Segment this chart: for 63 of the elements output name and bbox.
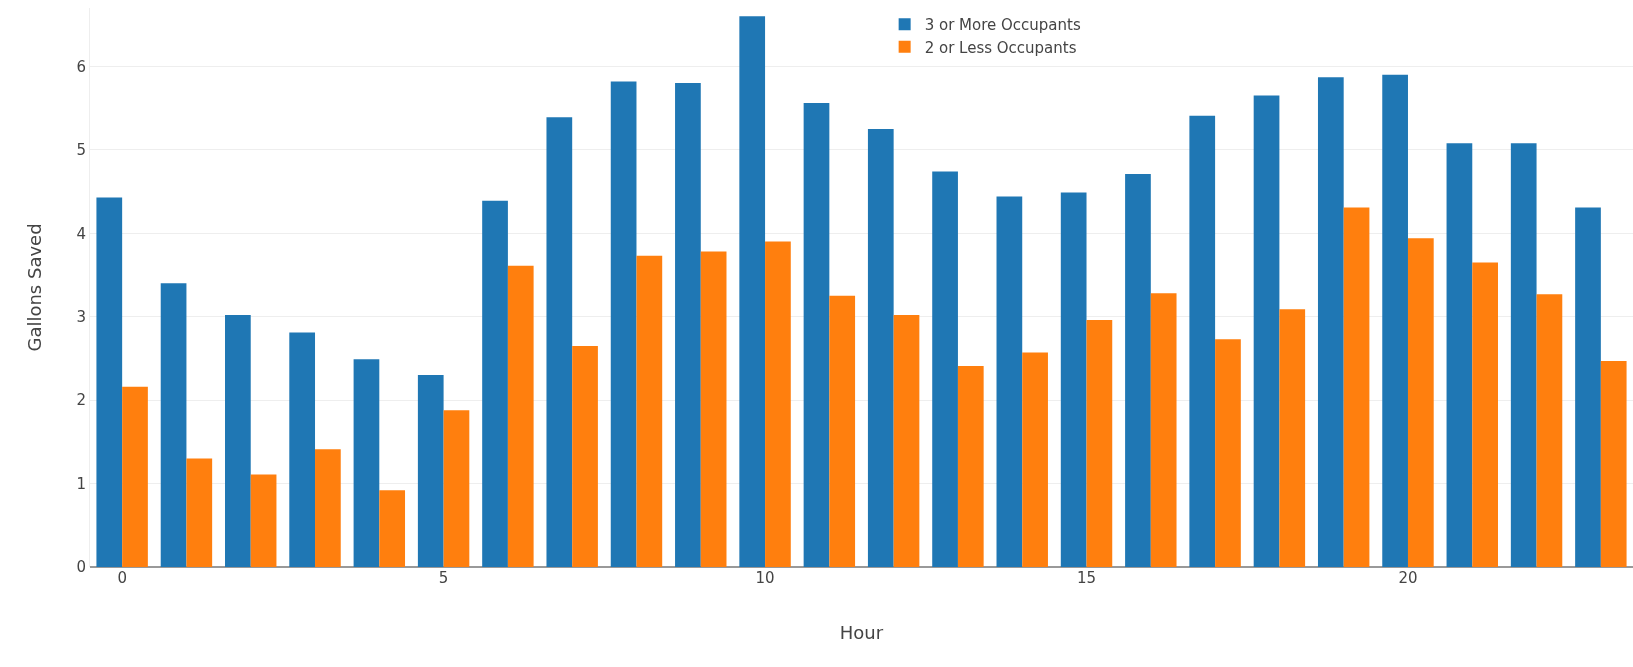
- bar: [1022, 352, 1048, 567]
- bar: [1060, 192, 1087, 567]
- y-tick-label: 3: [76, 307, 86, 326]
- bar: [1600, 360, 1627, 567]
- bar: [1382, 74, 1408, 567]
- bar: [1150, 293, 1177, 567]
- bar: [803, 103, 830, 567]
- bar: [1407, 238, 1434, 567]
- bar: [700, 251, 727, 567]
- bar: [122, 386, 148, 567]
- bar: [1189, 115, 1216, 567]
- x-axis-title: Hour: [839, 622, 884, 644]
- bar: [250, 474, 277, 567]
- bar: [225, 315, 251, 567]
- bar: [289, 332, 316, 567]
- y-axis-title: Gallons Saved: [23, 223, 45, 352]
- bar: [96, 197, 123, 567]
- bar: [739, 16, 766, 567]
- y-tick-label: 1: [76, 474, 86, 493]
- bar: [1125, 174, 1151, 567]
- bar: [443, 410, 470, 567]
- bar: [1536, 294, 1563, 567]
- bar: [186, 458, 213, 567]
- legend-label: 3 or More Occupants: [924, 16, 1081, 35]
- bar: [867, 128, 894, 567]
- bar: [315, 449, 341, 567]
- bar: [482, 200, 508, 567]
- bar: [160, 283, 187, 567]
- bar: [417, 375, 444, 567]
- bar: [1472, 262, 1498, 567]
- bar: [572, 345, 598, 567]
- bar: [1575, 207, 1601, 567]
- bar: [353, 359, 380, 567]
- bar: [379, 490, 406, 567]
- bar: [610, 81, 637, 567]
- y-tick-label: 6: [76, 57, 86, 76]
- bar: [765, 241, 791, 567]
- bar: [1253, 95, 1280, 567]
- x-tick-label: 10: [755, 569, 775, 587]
- bar: [675, 83, 701, 567]
- bar: [893, 315, 920, 567]
- bar: [507, 265, 534, 567]
- y-tick-label: 5: [76, 141, 86, 160]
- bar: [1317, 77, 1344, 567]
- bar: [829, 295, 856, 567]
- bar: [1279, 309, 1306, 567]
- y-tick-label: 2: [76, 391, 86, 410]
- bar: [1086, 320, 1113, 567]
- x-tick-label: 5: [438, 569, 449, 587]
- bar: [1446, 143, 1473, 567]
- x-tick-label: 0: [117, 569, 127, 587]
- bar: [957, 365, 984, 567]
- bar: [1510, 143, 1537, 567]
- bar: [546, 117, 573, 567]
- bar: [932, 171, 958, 567]
- x-tick-label: 15: [1076, 569, 1097, 587]
- legend-label: 2 or Less Occupants: [924, 38, 1077, 57]
- bar: [1343, 207, 1370, 567]
- bar: [1215, 339, 1241, 567]
- y-tick-label: 4: [76, 224, 86, 243]
- x-tick-label: 20: [1398, 569, 1418, 587]
- bar: [996, 196, 1023, 567]
- bar: [636, 255, 663, 567]
